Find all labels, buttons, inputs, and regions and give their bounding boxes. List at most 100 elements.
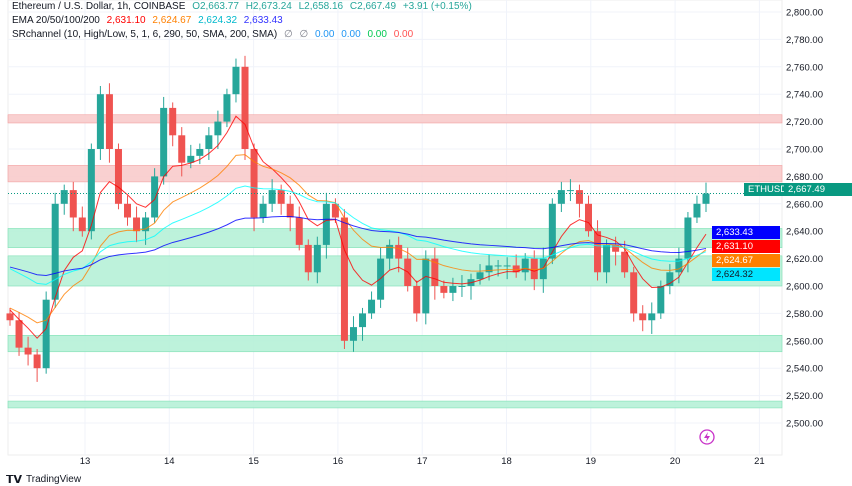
- candle-body: [594, 231, 602, 273]
- candle-body: [503, 265, 511, 267]
- candle-body: [105, 94, 113, 149]
- candle-body: [259, 203, 267, 218]
- ohlc-open: O2,663.77: [192, 1, 239, 12]
- candle-body: [413, 286, 421, 314]
- candle-body: [51, 203, 59, 300]
- srchannel-label: SRchannel (10, High/Low, 5, 1, 6, 290, 5…: [12, 29, 278, 40]
- ohlc-close: C2,667.49: [349, 1, 397, 12]
- candle-body: [702, 193, 710, 204]
- ema50-line: [9, 154, 707, 324]
- ema-price-tag: 2,633.43: [712, 226, 780, 239]
- tradingview-logo-icon: 𝗧𝗩: [6, 474, 23, 486]
- lightning-bolt: [704, 432, 710, 442]
- candle-body: [530, 258, 538, 280]
- candle-body: [277, 190, 285, 204]
- candle-body: [169, 107, 177, 136]
- y-tick-label: 2,560.00: [786, 336, 823, 347]
- y-tick-label: 2,620.00: [786, 254, 823, 265]
- sr-zone-support: [7, 255, 783, 287]
- candle-body: [178, 135, 186, 163]
- x-tick-label: 14: [164, 456, 175, 467]
- candle-body: [187, 155, 195, 163]
- candle-body: [160, 107, 168, 177]
- y-tick-label: 2,680.00: [786, 172, 823, 183]
- candle-body: [675, 258, 683, 273]
- symbol-title: Ethereum / U.S. Dollar, 1h, COINBASE: [12, 1, 186, 12]
- candle-body: [6, 313, 14, 321]
- x-tick-label: 19: [586, 456, 597, 467]
- candle-body: [322, 203, 330, 245]
- candle-body: [377, 258, 385, 300]
- candle-body: [340, 217, 348, 341]
- y-tick-label: 2,580.00: [786, 309, 823, 320]
- candle-body: [331, 203, 339, 218]
- candle-body: [684, 217, 692, 259]
- candle-body: [630, 272, 638, 314]
- candle-body: [648, 313, 656, 321]
- ema200-value: 2,633.43: [243, 15, 283, 26]
- candle-body: [603, 244, 611, 273]
- candle-body: [33, 354, 41, 369]
- ohlc-change: +3.91 (+0.15%): [402, 1, 472, 12]
- y-tick-label: 2,780.00: [786, 35, 823, 46]
- candle-body: [304, 244, 312, 273]
- candle-body: [78, 217, 86, 232]
- srchannel-legend[interactable]: SRchannel (10, High/Low, 5, 1, 6, 290, 5…: [12, 29, 417, 41]
- y-tick-label: 2,720.00: [786, 117, 823, 128]
- sr-zone-resistance: [7, 114, 783, 124]
- candle-body: [349, 327, 357, 341]
- candle-body: [268, 190, 276, 204]
- candle-body: [69, 190, 77, 218]
- y-tick-label: 2,540.00: [786, 364, 823, 375]
- candle-body: [313, 244, 321, 273]
- candle-body: [368, 299, 376, 314]
- candle-body: [232, 66, 240, 95]
- sr-value: 0.00: [393, 29, 414, 40]
- candle-body: [15, 320, 23, 348]
- candle-body: [521, 258, 529, 273]
- candle-body: [133, 217, 141, 232]
- empty-set-icon: ∅: [299, 29, 309, 40]
- y-tick-label: 2,500.00: [786, 419, 823, 430]
- ema-price-tag: 2,624.32: [712, 268, 780, 281]
- candle-body: [42, 299, 50, 369]
- y-tick-label: 2,700.00: [786, 145, 823, 156]
- candle-body: [151, 176, 159, 218]
- x-tick-label: 15: [248, 456, 259, 467]
- candle-body: [512, 265, 520, 273]
- brand-name: TradingView: [26, 474, 82, 485]
- y-tick-label: 2,520.00: [786, 391, 823, 402]
- y-tick-label: 2,660.00: [786, 199, 823, 210]
- lightning-icon: [699, 429, 715, 445]
- candle-body: [440, 286, 448, 293]
- candle-body: [24, 347, 32, 355]
- x-tick-label: 21: [754, 456, 765, 467]
- candle-body: [295, 217, 303, 245]
- candle-body: [575, 190, 583, 204]
- ema-legend[interactable]: EMA 20/50/100/200 2,631.10 2,624.67 2,62…: [12, 15, 287, 27]
- sr-value: 0.00: [314, 29, 335, 40]
- y-tick-label: 2,800.00: [786, 8, 823, 19]
- candle-body: [223, 94, 231, 122]
- sr-value: 0.00: [341, 29, 361, 40]
- candle-body: [87, 149, 95, 232]
- candle-body: [548, 203, 556, 259]
- ema-price-tag: 2,624.67: [712, 254, 780, 267]
- candle-body: [142, 217, 150, 232]
- price-chart[interactable]: 2,800.00 2,780.00 2,760.00 2,740.00 2,720.00…: [0, 0, 852, 470]
- candle-body: [96, 94, 104, 149]
- sr-zone-support: [7, 400, 783, 409]
- tradingview-logo[interactable]: 𝗧𝗩 TradingView: [6, 473, 81, 486]
- candle-body: [214, 121, 222, 136]
- candle-body: [359, 313, 367, 328]
- candle-body: [60, 190, 68, 204]
- y-tick-label: 2,760.00: [786, 62, 823, 73]
- candle-body: [693, 203, 701, 218]
- ohlc-high: H2,673.24: [245, 1, 292, 12]
- candle-body: [476, 272, 484, 280]
- candle-body: [241, 66, 249, 149]
- candle-body: [431, 258, 439, 286]
- candle-body: [114, 149, 122, 204]
- candle-body: [458, 286, 466, 287]
- ohlc-low: L2,658.16: [298, 1, 344, 12]
